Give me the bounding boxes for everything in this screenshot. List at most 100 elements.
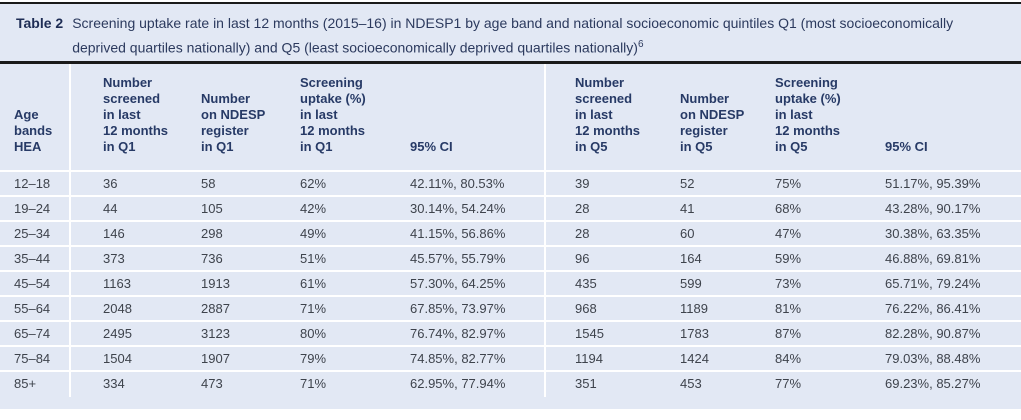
column-header-line: 12 months [575, 123, 641, 138]
cell-q5-95-ci: 30.38%, 63.35% [885, 226, 981, 241]
table-row: 65–74 2495 3123 80% 76.74%, 82.97% 1545 1783 87… [0, 320, 1021, 345]
cell-q5-screening-uptake: 75% [775, 176, 802, 191]
cell-age-bands-hea: 25–34 [14, 226, 51, 241]
table-row: 45–54 1163 1913 61% 57.30%, 64.25% 435 599 73% 6… [0, 270, 1021, 295]
cell-q1-95-ci: 57.30%, 64.25% [410, 276, 506, 291]
age-column-divider [69, 64, 71, 397]
cell-q5-number-screened: 435 [575, 276, 597, 291]
cell-q1-screening-uptake: 49% [300, 226, 327, 241]
cell-q5-number-screened: 1194 [575, 351, 603, 366]
cell-q5-screening-uptake: 77% [775, 376, 802, 391]
column-header-line: uptake (%) [300, 91, 366, 106]
cell-q1-screening-uptake: 62% [300, 176, 327, 191]
column-header-q1-screening-uptake: Screening uptake (%) in last 12 months in Q1 [286, 75, 396, 155]
data-table: Age bands HEA Number screened in last 12 month… [0, 64, 1021, 409]
cell-q5-screening-uptake: 68% [775, 201, 802, 216]
column-header-line: in Q1 [201, 139, 234, 154]
cell-age-bands-hea: 85+ [14, 376, 37, 391]
table-bottom-padding [0, 395, 1021, 409]
cell-age-bands-hea: 75–84 [14, 351, 51, 366]
column-header-line: on NDESP [201, 107, 266, 122]
cell-q5-screening-uptake: 81% [775, 301, 802, 316]
cell-q5-95-ci: 79.03%, 88.48% [885, 351, 981, 366]
cell-q5-95-ci: 65.71%, 79.24% [885, 276, 981, 291]
cell-q1-number-screened: 36 [103, 176, 118, 191]
cell-q5-95-ci: 82.28%, 90.87% [885, 326, 981, 341]
table-row: 35–44 373 736 51% 45.57%, 55.79% 96 164 59% 46.8… [0, 245, 1021, 270]
cell-q1-95-ci: 42.11%, 80.53% [410, 176, 505, 191]
cell-q1-number-screened: 44 [103, 201, 118, 216]
top-rule [0, 2, 1021, 4]
column-header-line: in last [575, 107, 613, 122]
cell-q1-number-on-register: 1907 [201, 351, 230, 366]
cell-q5-screening-uptake: 84% [775, 351, 802, 366]
column-header-line: Number [680, 91, 730, 106]
cell-q1-number-screened: 1504 [103, 351, 132, 366]
column-header-q5-95-ci: 95% CI [871, 139, 1021, 155]
cell-q5-number-screened: 96 [575, 251, 590, 266]
column-header-line: in Q5 [680, 139, 713, 154]
cell-q1-number-on-register: 1913 [201, 276, 230, 291]
table-body: 12–18 36 58 62% 42.11%, 80.53% 39 52 75% 51.17%,… [0, 170, 1021, 395]
cell-q1-95-ci: 62.95%, 77.94% [410, 376, 506, 391]
cell-q1-95-ci: 41.15%, 56.86% [410, 226, 506, 241]
column-header-line: in last [103, 107, 141, 122]
column-header-line: 95% CI [410, 139, 453, 154]
column-header-line: 95% CI [885, 139, 928, 154]
cell-q5-number-screened: 28 [575, 201, 590, 216]
column-header-line: in Q1 [103, 139, 136, 154]
column-header-line: in last [775, 107, 813, 122]
cell-q1-screening-uptake: 80% [300, 326, 327, 341]
cell-q1-95-ci: 76.74%, 82.97% [410, 326, 506, 341]
cell-q5-screening-uptake: 47% [775, 226, 802, 241]
cell-q1-95-ci: 67.85%, 73.97% [410, 301, 506, 316]
cell-q5-number-on-register: 52 [680, 176, 695, 191]
column-header-q5-number-screened: Number screened in last 12 months in Q5 [531, 75, 666, 155]
column-header-line: in Q5 [775, 139, 808, 154]
column-header-line: bands [14, 123, 53, 138]
cell-q5-number-screened: 39 [575, 176, 590, 191]
column-header-line: Screening [775, 75, 838, 90]
column-header-line: in Q5 [575, 139, 608, 154]
cell-q5-95-ci: 76.22%, 86.41% [885, 301, 981, 316]
column-header-line: register [680, 123, 728, 138]
cell-q5-number-screened: 28 [575, 226, 590, 241]
cell-q1-number-on-register: 3123 [201, 326, 230, 341]
cell-q5-95-ci: 43.28%, 90.17% [885, 201, 981, 216]
cell-age-bands-hea: 12–18 [14, 176, 51, 191]
caption-divider-rule [0, 61, 1021, 64]
column-header-line: 12 months [775, 123, 841, 138]
column-header-line: screened [103, 91, 161, 106]
cell-q5-number-on-register: 599 [680, 276, 702, 291]
column-header-line: screened [575, 91, 633, 106]
column-header-q1-number-screened: Number screened in last 12 months in Q1 [89, 75, 187, 155]
cell-q5-number-screened: 968 [575, 301, 597, 316]
cell-age-bands-hea: 65–74 [14, 326, 51, 341]
column-header-line: on NDESP [680, 107, 745, 122]
cell-q1-number-screened: 1163 [103, 276, 131, 291]
column-header-q1-95-ci: 95% CI [396, 139, 531, 155]
cell-q5-number-screened: 1545 [575, 326, 604, 341]
table-row: 85+ 334 473 71% 62.95%, 77.94% 351 453 77% 69.23… [0, 370, 1021, 395]
cell-q5-screening-uptake: 73% [775, 276, 802, 291]
column-header-line: Number [575, 75, 625, 90]
cell-q1-95-ci: 45.57%, 55.79% [410, 251, 506, 266]
column-header-q1-number-on-register: Number on NDESP register in Q1 [187, 91, 286, 155]
cell-q1-number-screened: 2495 [103, 326, 132, 341]
column-header-line: uptake (%) [775, 91, 841, 106]
table-header-row: Age bands HEA Number screened in last 12 month… [0, 64, 1021, 170]
cell-q5-number-on-register: 41 [680, 201, 695, 216]
cell-q5-number-on-register: 60 [680, 226, 695, 241]
column-header-q5-number-on-register: Number on NDESP register in Q5 [666, 91, 761, 155]
cell-q1-number-screened: 334 [103, 376, 125, 391]
cell-q1-screening-uptake: 79% [300, 351, 327, 366]
cell-q1-screening-uptake: 51% [300, 251, 327, 266]
table-row: 25–34 146 298 49% 41.15%, 56.86% 28 60 47% 30.38… [0, 220, 1021, 245]
cell-q1-95-ci: 74.85%, 82.77% [410, 351, 506, 366]
caption-footnote-reference: 6 [637, 39, 644, 50]
column-header-line: 12 months [300, 123, 366, 138]
cell-q1-number-on-register: 298 [201, 226, 223, 241]
cell-q1-number-on-register: 736 [201, 251, 223, 266]
cell-q5-number-on-register: 164 [680, 251, 702, 266]
cell-q1-number-on-register: 473 [201, 376, 223, 391]
